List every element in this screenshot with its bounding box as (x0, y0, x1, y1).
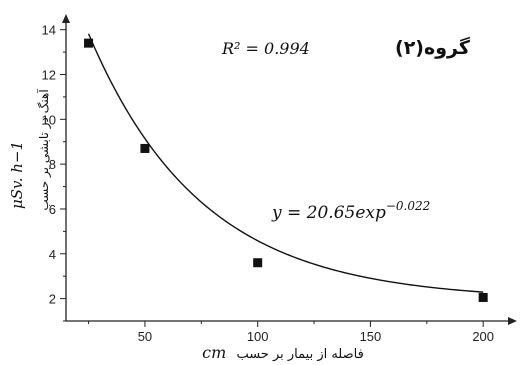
ticks: 50 100 150 200 2 4 6 8 10 12 14 (42, 23, 494, 344)
r-squared-label: R² = 0.994 (221, 39, 310, 58)
fit-equation-exponent: −0.022 (386, 199, 430, 213)
y-axis-label: آهنگ دز تابشی بر حسب (36, 89, 52, 211)
x-tick-label: 50 (138, 329, 152, 344)
axes (62, 14, 517, 325)
x-tick-label: 150 (360, 329, 382, 344)
y-tick-label: 8 (49, 157, 56, 172)
x-axis-label: فاصله از بیمار بر حسب (236, 347, 363, 362)
x-axis-unit: cm (202, 343, 226, 362)
y-axis-unit: μSv. h−1 (8, 141, 26, 209)
data-point (253, 258, 263, 268)
y-tick-label: 2 (49, 292, 56, 307)
x-tick-label: 100 (247, 329, 269, 344)
x-tick-label: 200 (472, 329, 494, 344)
y-axis-arrow (62, 14, 70, 23)
y-tick-label: 14 (42, 23, 56, 38)
data-point (478, 292, 488, 302)
data-point (140, 143, 150, 153)
y-tick-label: 6 (49, 202, 56, 217)
y-axis-title: μSv. h−1 (8, 141, 26, 209)
x-axis-title: cm فاصله از بیمار بر حسب (202, 343, 364, 362)
fit-equation-main: y = 20.65exp (271, 203, 386, 223)
x-axis-arrow (508, 317, 517, 325)
data-point (84, 38, 94, 48)
chart-title: گروه(۲) (395, 36, 471, 59)
fit-curve (87, 33, 484, 293)
fit-equation: y = 20.65exp−0.022 (271, 199, 430, 223)
y-tick-label: 12 (42, 68, 56, 83)
data-points (84, 38, 488, 302)
y-tick-label: 4 (49, 247, 56, 262)
y-tick-label: 10 (42, 112, 56, 127)
